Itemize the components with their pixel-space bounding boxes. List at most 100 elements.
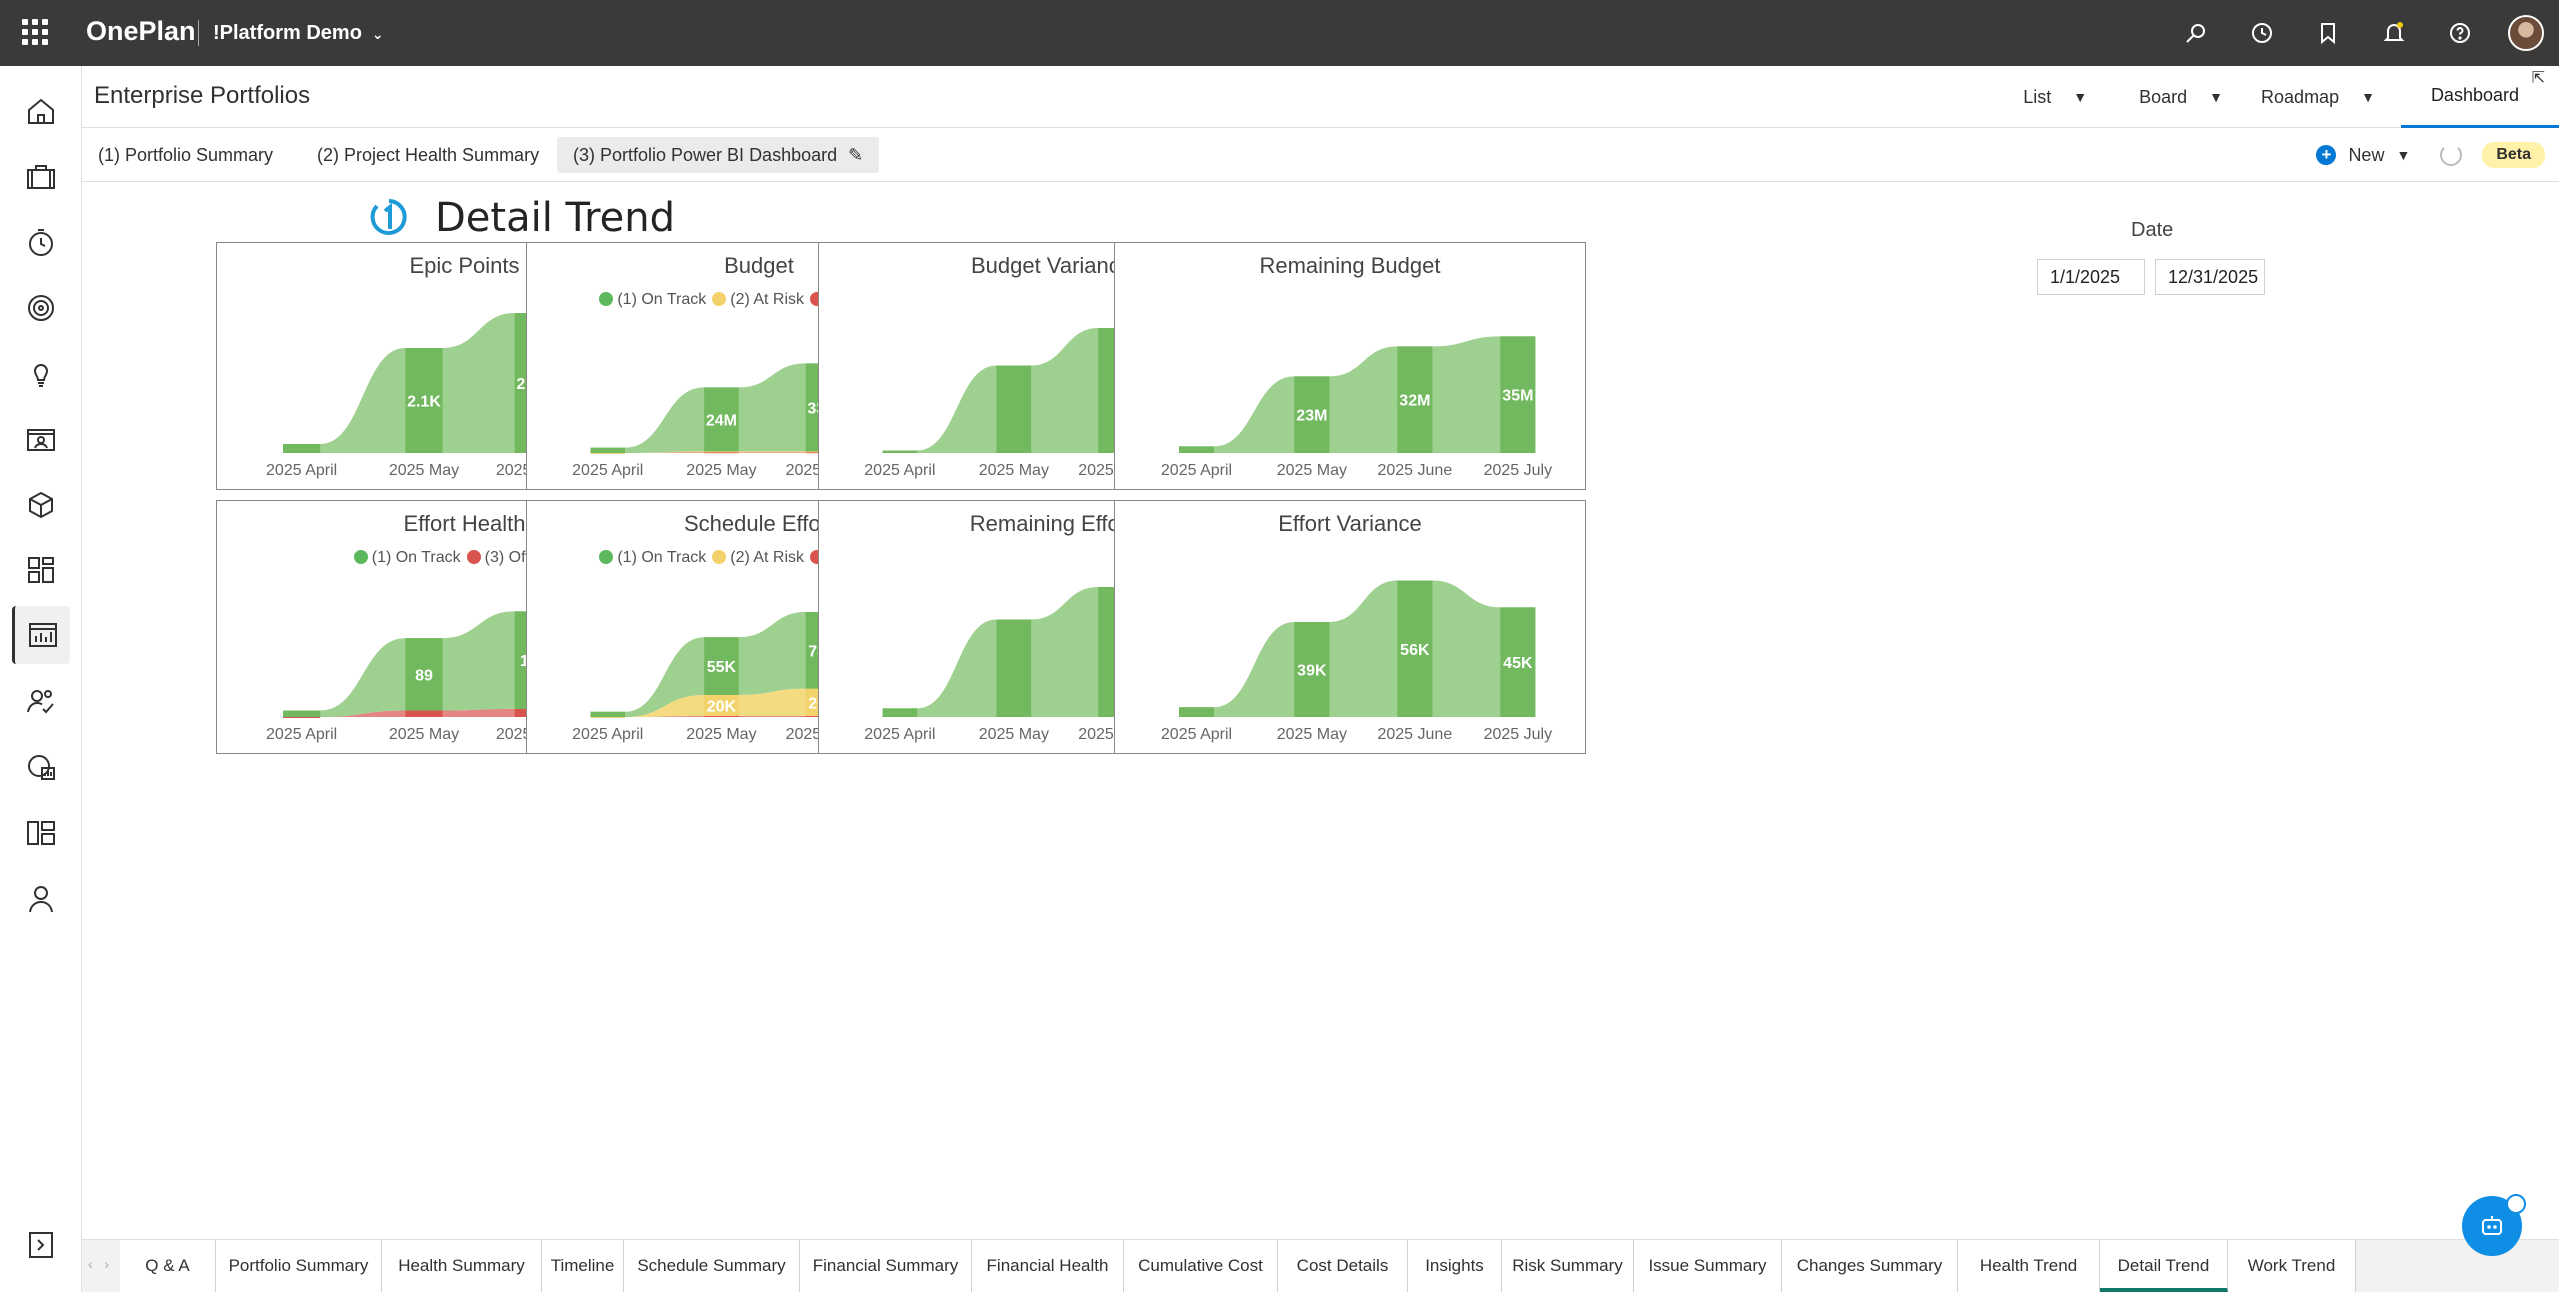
page-nav-arrows[interactable]: ‹ › bbox=[88, 1256, 109, 1272]
page-tab-changes-summary[interactable]: Changes Summary bbox=[1782, 1240, 1958, 1292]
expand-panel-icon[interactable] bbox=[12, 1216, 70, 1274]
subtab-portfolio-summary[interactable]: (1) Portfolio Summary bbox=[98, 145, 274, 165]
board-icon[interactable] bbox=[12, 804, 70, 862]
subtab-portfolio-power-bi-dashboard[interactable]: (3) Portfolio Power BI Dashboard ✎ bbox=[557, 137, 880, 173]
x-tick-label: 2025 July bbox=[1484, 462, 1553, 479]
chart-plot: 39K 56K 45K 2025 April 2025 May 2025 June 2025… bbox=[1161, 580, 1552, 743]
people-check-icon[interactable] bbox=[12, 672, 70, 730]
avatar[interactable] bbox=[2493, 15, 2559, 51]
legend-item[interactable]: (2) At Risk bbox=[712, 549, 806, 566]
popout-icon[interactable]: ⇱ bbox=[2531, 70, 2545, 87]
new-button[interactable]: + New ▼ bbox=[2316, 145, 2410, 166]
date-start-input[interactable]: 1/1/2025 bbox=[2037, 259, 2145, 295]
page-tab-cost-details[interactable]: Cost Details bbox=[1278, 1240, 1408, 1292]
bar[interactable] bbox=[1500, 336, 1536, 453]
page-tab-health-trend[interactable]: Health Trend bbox=[1958, 1240, 2100, 1292]
bar[interactable] bbox=[590, 447, 626, 453]
bar[interactable] bbox=[1500, 607, 1536, 717]
legend-item[interactable]: (1) On Track bbox=[353, 549, 463, 566]
legend-item[interactable]: (1) On Track bbox=[599, 549, 708, 566]
bar[interactable] bbox=[1397, 580, 1433, 718]
effort-variance-chart[interactable]: Effort Variance 39K 56K 45K 2025 April 2025 M… bbox=[1114, 500, 1586, 754]
caret-down-icon[interactable]: ▼ bbox=[2073, 89, 2088, 105]
bar[interactable] bbox=[1397, 346, 1433, 453]
page-tab-financial-summary[interactable]: Financial Summary bbox=[800, 1240, 972, 1292]
bar[interactable] bbox=[996, 365, 1032, 454]
chart-title: Budget bbox=[724, 253, 794, 278]
bar[interactable] bbox=[405, 638, 443, 711]
caret-down-icon[interactable]: ▼ bbox=[2209, 89, 2224, 105]
app-launcher-icon[interactable] bbox=[22, 19, 48, 45]
notification-bell-icon[interactable] bbox=[2361, 20, 2427, 46]
refresh-icon[interactable] bbox=[2440, 144, 2463, 166]
remaining-budget-chart[interactable]: Remaining Budget 23M 32M 35M 2025 April 2025 … bbox=[1114, 242, 1586, 490]
edit-icon[interactable]: ✎ bbox=[848, 145, 864, 165]
brand-name[interactable]: OnePlan bbox=[86, 16, 196, 46]
page-tab-schedule-summary[interactable]: Schedule Summary bbox=[624, 1240, 800, 1292]
page-tab-insights[interactable]: Insights bbox=[1408, 1240, 1502, 1292]
analytics-icon[interactable] bbox=[12, 738, 70, 796]
legend-item[interactable]: (1) On Track bbox=[599, 291, 708, 308]
page-tab-risk-summary[interactable]: Risk Summary bbox=[1502, 1240, 1634, 1292]
date-end-input[interactable]: 12/31/2025 bbox=[2155, 259, 2265, 295]
page-tab-issue-summary[interactable]: Issue Summary bbox=[1634, 1240, 1782, 1292]
bar[interactable] bbox=[704, 452, 739, 454]
page-tab-timeline[interactable]: Timeline bbox=[542, 1240, 624, 1292]
bar[interactable] bbox=[590, 717, 626, 718]
bar[interactable] bbox=[283, 717, 321, 718]
briefcase-icon[interactable] bbox=[12, 148, 70, 206]
bar[interactable] bbox=[1178, 707, 1215, 717]
page-tab-cumulative-cost[interactable]: Cumulative Cost bbox=[1124, 1240, 1278, 1292]
chart-title: Budget Variance bbox=[970, 253, 1133, 278]
bar[interactable] bbox=[405, 710, 443, 717]
page-tab-detail-trend[interactable]: Detail Trend bbox=[2100, 1240, 2228, 1292]
bar[interactable] bbox=[704, 637, 739, 695]
bar[interactable] bbox=[590, 453, 626, 454]
legend-item[interactable]: (2) At Risk bbox=[712, 291, 806, 308]
page-tab-financial-health[interactable]: Financial Health bbox=[972, 1240, 1124, 1292]
bar[interactable] bbox=[996, 619, 1032, 718]
help-icon[interactable] bbox=[2427, 21, 2493, 45]
bar[interactable] bbox=[704, 715, 739, 717]
bar[interactable] bbox=[283, 710, 321, 717]
report-icon[interactable] bbox=[12, 606, 70, 664]
chat-assistant-button[interactable] bbox=[2462, 1194, 2526, 1256]
bar[interactable] bbox=[1294, 376, 1330, 453]
page-tab-portfolio-summary[interactable]: Portfolio Summary bbox=[216, 1240, 382, 1292]
subtab-project-health-summary[interactable]: (2) Project Health Summary bbox=[317, 145, 540, 165]
bar[interactable] bbox=[405, 348, 443, 453]
bar[interactable] bbox=[882, 708, 918, 717]
data-label: 20K bbox=[707, 698, 737, 715]
history-icon[interactable] bbox=[2229, 21, 2295, 45]
beta-badge: Beta bbox=[2482, 142, 2545, 168]
lightbulb-icon[interactable] bbox=[12, 344, 70, 402]
tab-list[interactable]: List ▼ bbox=[2009, 66, 2101, 128]
tab-board[interactable]: Board ▼ bbox=[2125, 66, 2237, 128]
tab-dashboard[interactable]: Dashboard bbox=[2400, 66, 2559, 128]
chart-title: Epic Points bbox=[409, 253, 520, 278]
bar[interactable] bbox=[882, 450, 918, 454]
search-icon[interactable] bbox=[2163, 21, 2229, 45]
caret-down-icon[interactable]: ▼ bbox=[2361, 89, 2375, 105]
cube-icon[interactable] bbox=[12, 476, 70, 534]
page-tab-work-trend[interactable]: Work Trend bbox=[2228, 1240, 2356, 1292]
page-tab-q-a[interactable]: Q & A bbox=[120, 1240, 216, 1292]
x-tick-label: 2025 April bbox=[1161, 726, 1232, 743]
timer-icon[interactable] bbox=[12, 214, 70, 272]
target-icon[interactable] bbox=[12, 279, 70, 337]
bar[interactable] bbox=[704, 387, 739, 452]
page-tab-health-summary[interactable]: Health Summary bbox=[382, 1240, 542, 1292]
contact-card-icon[interactable] bbox=[12, 410, 70, 468]
bookmark-icon[interactable] bbox=[2295, 21, 2361, 45]
bar[interactable] bbox=[283, 444, 321, 453]
person-icon[interactable] bbox=[12, 870, 70, 928]
bar[interactable] bbox=[590, 711, 626, 717]
home-icon[interactable] bbox=[12, 82, 70, 140]
dashboard-icon[interactable] bbox=[12, 541, 70, 599]
bar[interactable] bbox=[1294, 621, 1330, 717]
bar[interactable] bbox=[704, 451, 739, 453]
bar[interactable] bbox=[704, 694, 739, 716]
tab-roadmap[interactable]: Roadmap ▼ bbox=[2247, 66, 2389, 128]
bar[interactable] bbox=[1178, 446, 1215, 453]
workspace-selector[interactable]: !Platform Demo ⌄ bbox=[213, 22, 384, 45]
